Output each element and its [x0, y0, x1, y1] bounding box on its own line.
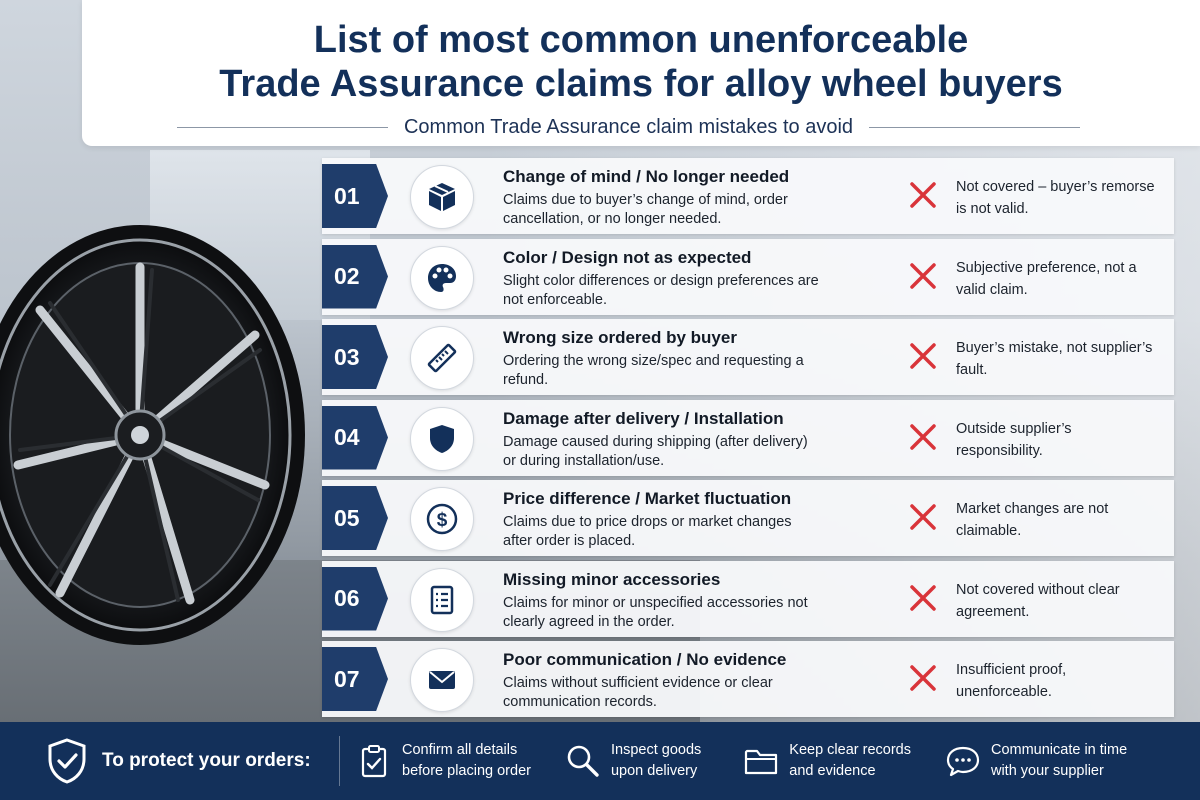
- item-note: Subjective preference, not a valid claim…: [956, 259, 1137, 298]
- checklist-icon: [410, 567, 474, 632]
- list-item: 01 Change of mind / No longer needed Cla…: [322, 158, 1174, 234]
- item-number: 02: [322, 244, 388, 309]
- tip-text: Confirm all details before placing order: [402, 742, 531, 779]
- item-note: Insufficient proof, unenforceable.: [956, 662, 1067, 700]
- item-description: Damage caused during shipping (after del…: [503, 433, 808, 469]
- item-description: Ordering the wrong size/spec and request…: [503, 353, 804, 388]
- shield-check-icon: [48, 738, 86, 784]
- ruler-icon: [410, 326, 474, 390]
- item-note: Not covered without clear agreement.: [956, 581, 1120, 620]
- cross-icon: [910, 423, 936, 450]
- header-card: List of most common unenforceable Trade …: [82, 0, 1200, 146]
- title-line-1: List of most common unenforceable: [313, 19, 969, 61]
- item-number: 06: [322, 566, 388, 631]
- item-number: 04: [322, 405, 388, 470]
- dollar-icon: $: [410, 487, 474, 551]
- list-item: 06 Missing minor accessories Claims for …: [322, 560, 1174, 637]
- shield-icon: [410, 406, 474, 471]
- tip-keep-records: Keep clear records and evidence: [743, 740, 911, 782]
- cross-icon: [910, 182, 936, 208]
- envelope-icon: [410, 648, 474, 712]
- footer-bar: To protect your orders: Confirm all deta…: [0, 722, 1200, 800]
- magnifier-icon: [567, 745, 599, 777]
- item-title: Damage after delivery / Installation: [503, 408, 784, 428]
- item-number: 07: [322, 647, 388, 711]
- svg-text:$: $: [437, 510, 448, 531]
- item-description: Claims due to price drops or market chan…: [503, 514, 792, 549]
- item-note: Outside supplier’s responsibility.: [956, 420, 1072, 459]
- item-note: Not covered – buyer’s remorse is not val…: [956, 179, 1155, 217]
- tip-text: Inspect goods upon delivery: [610, 742, 702, 779]
- tip-communicate: Communicate in time with your supplier: [945, 740, 1127, 782]
- cross-icon: [910, 262, 936, 289]
- list-item: 07 Poor communication / No evidence Clai…: [322, 641, 1174, 717]
- title-line-2: Trade Assurance claims for alloy wheel b…: [219, 63, 1063, 105]
- item-number: 05: [322, 486, 388, 550]
- cross-icon: [910, 504, 936, 530]
- subtitle-rule-right: [869, 127, 1081, 128]
- claims-list: 01 Change of mind / No longer needed Cla…: [322, 158, 1174, 722]
- item-title: Missing minor accessories: [503, 569, 721, 589]
- item-title: Change of mind / No longer needed: [503, 167, 790, 186]
- tip-inspect-goods: Inspect goods upon delivery: [565, 740, 701, 782]
- item-number: 01: [322, 164, 388, 228]
- item-title: Poor communication / No evidence: [503, 650, 787, 669]
- box-icon: [410, 165, 474, 229]
- item-description: Claims for minor or unspecified accessor…: [503, 594, 808, 630]
- item-description: Claims without sufficient evidence or cl…: [503, 675, 773, 710]
- item-title: Color / Design not as expected: [503, 247, 752, 267]
- item-description: Slight color differences or design prefe…: [503, 272, 819, 308]
- list-item: 03 Wrong size ordered by buyer Ordering …: [322, 319, 1174, 395]
- item-note: Market changes are not claimable.: [956, 501, 1109, 539]
- item-number: 03: [322, 325, 388, 389]
- item-title: Price difference / Market fluctuation: [503, 489, 792, 508]
- tip-text: Communicate in time with your supplier: [990, 742, 1128, 779]
- alloy-wheel-image: [0, 225, 305, 645]
- folder-icon: [745, 749, 778, 775]
- chat-bubble-icon: [946, 746, 980, 777]
- cross-icon: [910, 584, 936, 611]
- protect-label: To protect your orders:: [102, 750, 311, 771]
- tip-confirm-details: Confirm all details before placing order: [356, 740, 531, 782]
- page-title: List of most common unenforceable Trade …: [82, 18, 1200, 106]
- tip-text: Keep clear records and evidence: [789, 742, 911, 779]
- list-item: 02 Color / Design not as expected Slight…: [322, 238, 1174, 315]
- subtitle-row: Common Trade Assurance claim mistakes to…: [177, 116, 1081, 139]
- subtitle: Common Trade Assurance claim mistakes to…: [403, 116, 854, 138]
- subtitle-rule-left: [177, 127, 388, 128]
- item-description: Claims due to buyer’s change of mind, or…: [503, 192, 788, 227]
- protect-section: To protect your orders:: [0, 736, 340, 786]
- cross-icon: [910, 665, 936, 691]
- clipboard-check-icon: [361, 745, 387, 778]
- item-note: Buyer’s mistake, not supplier’s fault.: [956, 340, 1153, 378]
- item-title: Wrong size ordered by buyer: [503, 328, 737, 347]
- list-item: 04 Damage after delivery / Installation …: [322, 399, 1174, 476]
- cross-icon: [910, 343, 936, 369]
- palette-icon: [410, 245, 474, 310]
- list-item: 05 $ Price difference / Market fluctuati…: [322, 480, 1174, 556]
